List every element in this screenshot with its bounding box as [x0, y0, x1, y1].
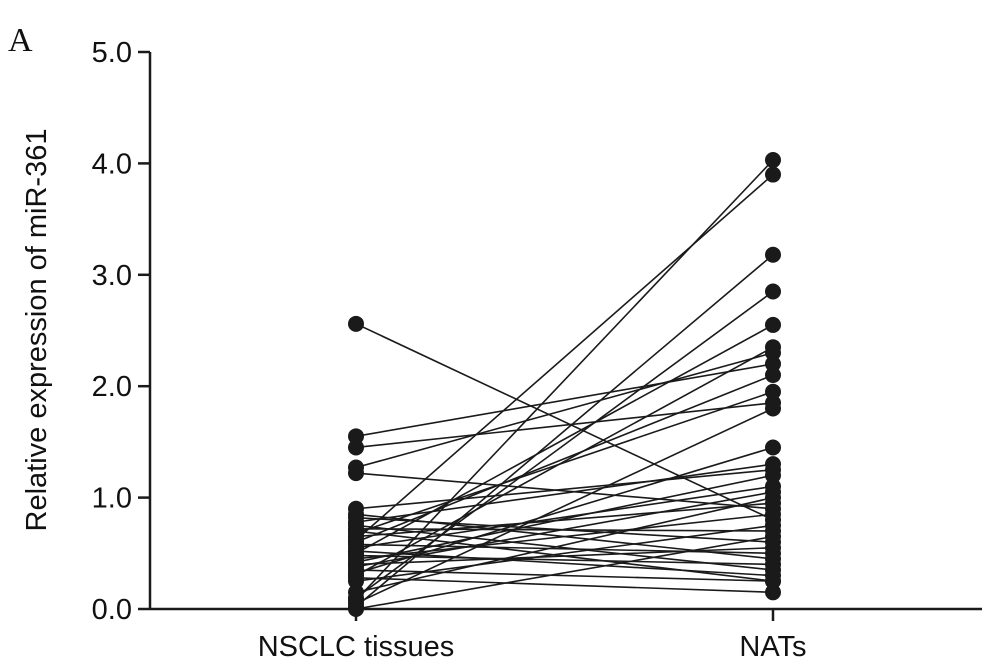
pair-line: [355, 374, 774, 543]
pair-line: [355, 446, 774, 575]
pair-line: [355, 363, 774, 438]
x-tick-label: NATs: [739, 631, 806, 663]
pair-line: [355, 407, 774, 605]
y-tick-label: 5.0: [92, 37, 132, 69]
panel-label: A: [8, 22, 33, 59]
point-nat: [765, 584, 781, 601]
point-nat: [765, 506, 781, 523]
pair-line: [355, 352, 774, 469]
point-nat: [765, 556, 781, 573]
pair-line: [355, 463, 774, 523]
point-nat: [765, 383, 781, 400]
pair-line: [355, 524, 774, 582]
point-nsclc: [348, 315, 364, 332]
axes: [148, 52, 982, 611]
y-tick-label: 1.0: [92, 483, 132, 515]
pair-line: [355, 550, 774, 577]
y-ticks: 0.0 1.0 2.0 3.0 4.0 5.0: [92, 37, 150, 626]
pair-line: [355, 159, 774, 601]
pair-line: [355, 491, 774, 568]
pair-line: [355, 496, 774, 594]
point-nat: [765, 439, 781, 456]
pair-line: [355, 391, 774, 535]
point-nat: [765, 400, 781, 417]
pair-line: [355, 323, 774, 521]
y-tick-label: 0.0: [92, 594, 132, 626]
pair-line: [355, 290, 774, 599]
pair-line: [355, 324, 774, 555]
point-nat: [765, 152, 781, 169]
point-nat: [765, 355, 781, 372]
point-nat: [765, 367, 781, 384]
point-nat: [765, 456, 781, 473]
point-nsclc: [348, 465, 364, 482]
pair-line: [355, 513, 774, 560]
paired-lines: [355, 159, 774, 610]
y-tick-label: 2.0: [92, 371, 132, 403]
point-nsclc: [348, 573, 364, 590]
data-points: [348, 152, 781, 617]
pair-line: [355, 254, 774, 608]
point-nat: [765, 283, 781, 300]
point-nat: [765, 539, 781, 556]
pair-line: [355, 402, 774, 449]
pair-line: [355, 577, 774, 594]
pair-line: [355, 554, 774, 566]
point-nat: [765, 528, 781, 545]
point-nat: [765, 316, 781, 333]
point-nsclc: [348, 428, 364, 445]
point-nsclc: [348, 439, 364, 456]
pair-line: [355, 346, 774, 577]
pair-line: [355, 173, 774, 541]
y-tick-label: 4.0: [92, 148, 132, 180]
pair-line: [355, 502, 774, 538]
x-tick-label: NSCLC tissues: [258, 631, 455, 663]
pair-line: [355, 546, 774, 566]
x-ticks: NSCLC tissues NATs: [258, 609, 807, 663]
y-tick-label: 3.0: [92, 260, 132, 292]
point-nat: [765, 166, 781, 183]
point-nat: [765, 467, 781, 484]
pair-line: [355, 468, 774, 510]
point-nat: [765, 339, 781, 356]
point-nat: [765, 246, 781, 263]
point-nat: [765, 517, 781, 534]
point-nat: [765, 573, 781, 590]
pair-line: [355, 535, 774, 610]
y-axis-title: Relative expression of miR-361: [21, 129, 53, 532]
point-nat: [765, 489, 781, 506]
